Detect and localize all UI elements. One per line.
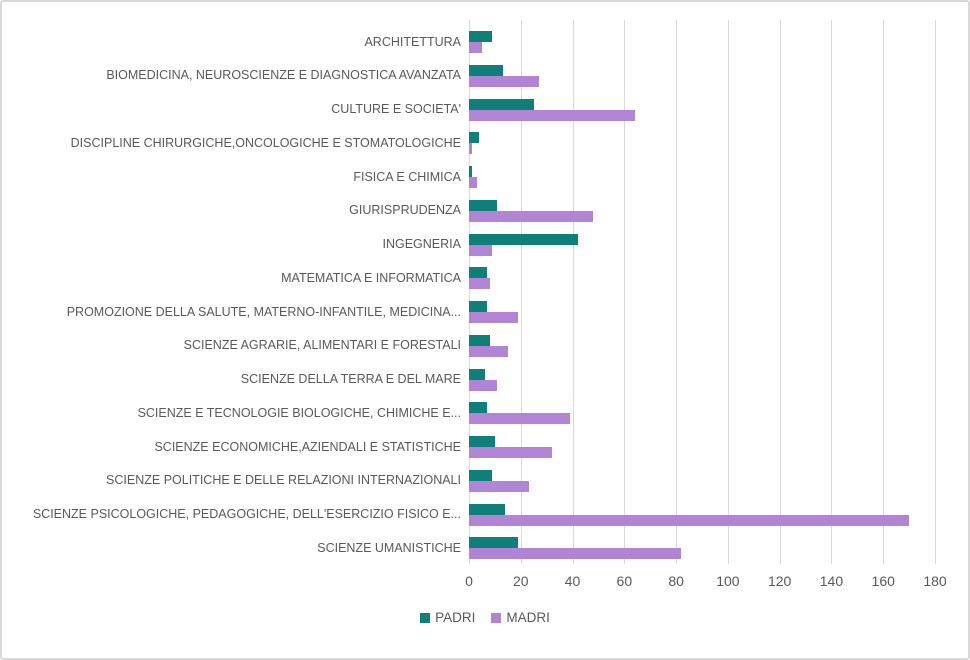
gridline — [779, 20, 781, 564]
category-label: BIOMEDICINA, NEUROSCIENZE E DIAGNOSTICA … — [106, 68, 461, 83]
category-label: SCIENZE DELLA TERRA E DEL MARE — [240, 372, 461, 386]
category-label: PROMOZIONE DELLA SALUTE, MATERNO-INFANTI… — [66, 304, 461, 319]
gridline — [935, 20, 936, 564]
gridline — [624, 20, 626, 564]
x-axis-tick-label: 160 — [871, 573, 895, 589]
padri-bar — [469, 267, 488, 279]
madri-bar — [469, 312, 519, 323]
legend-label-padri: PADRI — [435, 610, 476, 625]
padri-bar — [469, 537, 519, 549]
madri-bar — [469, 413, 570, 425]
madri-bar — [469, 345, 508, 357]
gridline — [676, 20, 678, 564]
madri-bar — [469, 480, 529, 492]
x-axis-tick-label: 80 — [668, 573, 684, 589]
padri-bar — [469, 64, 503, 76]
x-axis-tick-label: 40 — [564, 573, 581, 589]
padri-bar — [469, 301, 488, 312]
legend-item-madri: MADRI — [491, 610, 550, 625]
gridline — [572, 20, 574, 564]
padri-bar — [469, 31, 493, 42]
madri-bar — [469, 143, 472, 155]
x-axis-tick-label: 20 — [512, 573, 529, 589]
legend-swatch-padri — [420, 612, 431, 623]
madri-bar — [469, 447, 552, 458]
category-label: ARCHITETTURA — [364, 34, 461, 49]
gridline — [727, 20, 729, 564]
madri-bar — [469, 278, 490, 290]
madri-bar — [469, 244, 493, 256]
category-label: FISICA E CHIMICA — [353, 169, 461, 184]
padri-bar — [469, 199, 498, 211]
legend-swatch-madri — [491, 612, 502, 623]
madri-bar — [469, 514, 910, 526]
legend-item-padri: PADRI — [420, 610, 475, 625]
madri-bar — [469, 42, 482, 53]
category-label: INGEGNERIA — [382, 237, 462, 251]
gridline — [469, 20, 470, 564]
padri-bar — [469, 166, 472, 177]
madri-bar — [469, 210, 594, 222]
padri-bar — [469, 132, 480, 144]
category-label: SCIENZE ECONOMICHE,AZIENDALI E STATISTIC… — [154, 439, 461, 454]
gridline — [831, 20, 833, 564]
legend-label-madri: MADRI — [506, 610, 550, 625]
gridline — [883, 20, 885, 564]
x-axis-tick-label: 180 — [923, 573, 947, 589]
padri-bar — [469, 98, 534, 110]
x-axis-tick-label: 0 — [465, 573, 473, 589]
x-axis-tick-label: 120 — [767, 573, 792, 589]
padri-bar — [469, 402, 488, 414]
x-axis-tick-label: 100 — [716, 573, 740, 589]
x-axis-tick-label: 140 — [819, 573, 844, 589]
category-label: MATEMATICA E INFORMATICA — [281, 270, 461, 285]
legend: PADRI MADRI — [2, 610, 968, 625]
padri-bar — [469, 334, 490, 346]
gridline — [520, 20, 522, 564]
padri-bar — [469, 368, 485, 380]
category-label: DISCIPLINE CHIRURGICHE,ONCOLOGICHE E STO… — [70, 135, 461, 150]
madri-bar — [469, 109, 635, 121]
category-label: SCIENZE PSICOLOGICHE, PEDAGOGICHE, DELL'… — [32, 507, 461, 521]
padri-bar — [469, 469, 493, 481]
madri-bar — [469, 379, 498, 391]
category-label: SCIENZE UMANISTICHE — [317, 540, 461, 555]
x-axis-tick-label: 60 — [616, 573, 633, 589]
category-label: SCIENZE POLITICHE E DELLE RELAZIONI INTE… — [106, 473, 461, 488]
category-label: SCIENZE E TECNOLOGIE BIOLOGICHE, CHIMICH… — [137, 405, 461, 420]
madri-bar — [469, 177, 477, 188]
padri-bar — [469, 503, 506, 515]
category-label: GIURISPRUDENZA — [349, 203, 461, 218]
category-label: CULTURE E SOCIETA' — [331, 102, 461, 116]
madri-bar — [469, 75, 539, 87]
padri-bar — [469, 233, 578, 245]
category-label: SCIENZE AGRARIE, ALIMENTARI E FORESTALI — [183, 338, 461, 353]
madri-bar — [469, 548, 682, 560]
padri-bar — [469, 436, 495, 447]
